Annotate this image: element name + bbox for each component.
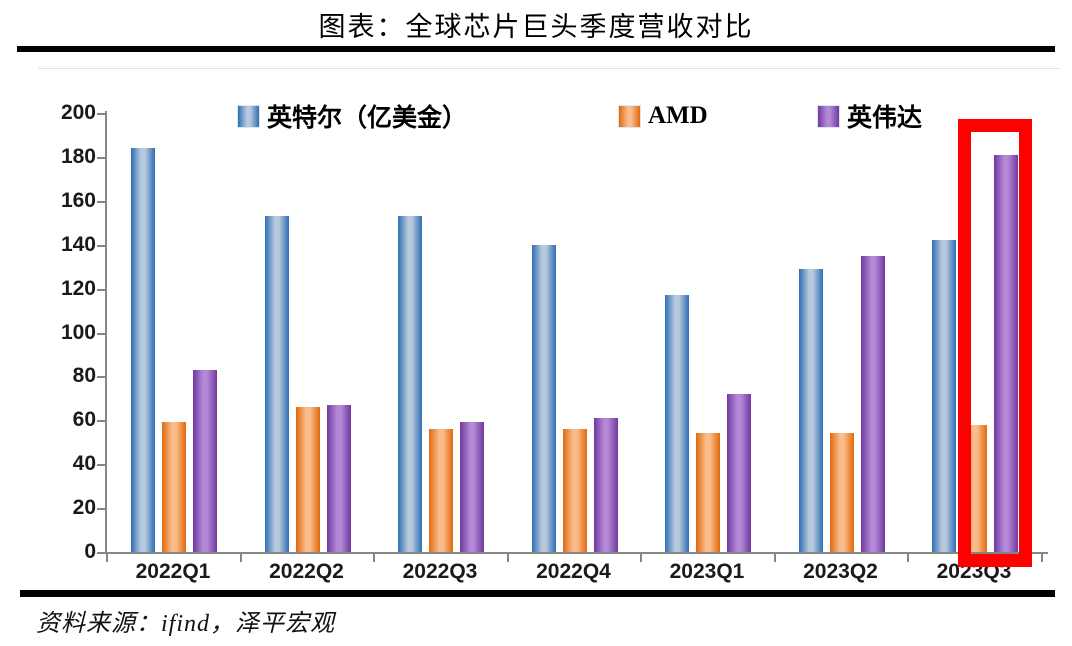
bar-amd-2022Q2 xyxy=(295,407,320,552)
bar-nvidia-2023Q2 xyxy=(860,255,885,552)
x-tick-mark xyxy=(239,552,242,562)
y-tick-mark xyxy=(97,244,106,247)
x-tick-mark xyxy=(907,552,909,562)
legend-swatch-icon xyxy=(237,104,260,128)
x-tick-mark xyxy=(1040,552,1043,562)
y-tick-label: 200 xyxy=(60,101,96,124)
bar-nvidia-2022Q3 xyxy=(460,422,484,552)
y-tick-mark xyxy=(97,200,106,203)
legend-item-nvidia: 英伟达 xyxy=(817,101,923,132)
bar-intel-2022Q3 xyxy=(398,216,422,552)
y-tick-label: 60 xyxy=(72,408,96,432)
bar-intel-2022Q4 xyxy=(531,244,556,552)
y-tick-label: 120 xyxy=(60,276,96,300)
y-tick-mark xyxy=(97,464,106,467)
x-tick-mark xyxy=(506,552,509,562)
plot-area-top-border xyxy=(38,68,1060,69)
bar-amd-2023Q2 xyxy=(829,433,854,552)
bar-intel-2022Q1 xyxy=(131,148,155,552)
legend-label: AMD xyxy=(648,102,708,129)
bar-amd-2022Q3 xyxy=(429,429,453,552)
legend-swatch-icon xyxy=(817,104,840,128)
y-tick-mark xyxy=(97,420,106,423)
chart-title: 图表：全球芯片巨头季度营收对比 xyxy=(318,12,754,42)
y-tick-label: 160 xyxy=(60,188,96,212)
x-category-label: 2023Q2 xyxy=(803,560,878,583)
legend-item-amd: AMD xyxy=(618,101,708,131)
x-category-label: 2022Q2 xyxy=(269,560,344,583)
y-tick-mark xyxy=(97,288,106,291)
y-tick-label: 80 xyxy=(72,364,96,388)
x-tick-mark xyxy=(640,552,642,562)
bar-nvidia-2022Q4 xyxy=(593,418,618,552)
y-tick-label: 40 xyxy=(72,452,96,476)
y-tick-mark xyxy=(97,156,106,159)
x-tick-mark xyxy=(773,552,776,562)
x-category-label: 2022Q4 xyxy=(536,560,611,583)
bar-nvidia-2022Q2 xyxy=(326,404,351,552)
bar-amd-2022Q4 xyxy=(562,429,587,552)
y-tick-label: 0 xyxy=(84,540,96,563)
y-tick-label: 100 xyxy=(60,320,96,344)
y-tick-mark xyxy=(97,376,106,379)
y-tick-label: 20 xyxy=(72,496,96,520)
bar-nvidia-2023Q3 xyxy=(994,154,1018,552)
x-category-label: 2022Q1 xyxy=(135,560,211,583)
y-tick-label: 140 xyxy=(60,232,96,256)
bar-nvidia-2023Q1 xyxy=(727,393,751,552)
bar-nvidia-2022Q1 xyxy=(193,369,217,552)
legend-label: 英伟达 xyxy=(847,105,923,132)
x-category-label: 2023Q1 xyxy=(669,560,745,583)
y-tick-label: 180 xyxy=(60,144,96,168)
bar-intel-2022Q2 xyxy=(264,216,289,552)
legend-label: 英特尔（亿美金） xyxy=(267,105,468,132)
y-tick-mark xyxy=(97,508,106,511)
y-tick-mark xyxy=(97,332,106,335)
x-category-label: 2022Q3 xyxy=(402,560,478,583)
bar-intel-2023Q2 xyxy=(798,268,823,552)
x-axis-line xyxy=(97,552,1048,554)
bar-amd-2022Q1 xyxy=(162,422,186,552)
legend-swatch-icon xyxy=(618,104,641,128)
source-note: 资料来源：ifind，泽平宏观 xyxy=(36,611,336,637)
top-divider-line xyxy=(17,46,1055,52)
y-tick-mark xyxy=(97,113,106,115)
legend-item-intel: 英特尔（亿美金） xyxy=(237,101,468,132)
x-tick-mark xyxy=(373,552,375,562)
bar-intel-2023Q3 xyxy=(932,240,956,552)
highlight-red-box xyxy=(958,119,1032,567)
bar-amd-2023Q1 xyxy=(696,433,720,552)
bottom-divider-line xyxy=(20,590,1055,597)
x-tick-mark xyxy=(106,552,108,562)
y-axis-line xyxy=(105,111,107,553)
bar-intel-2023Q1 xyxy=(665,295,689,552)
